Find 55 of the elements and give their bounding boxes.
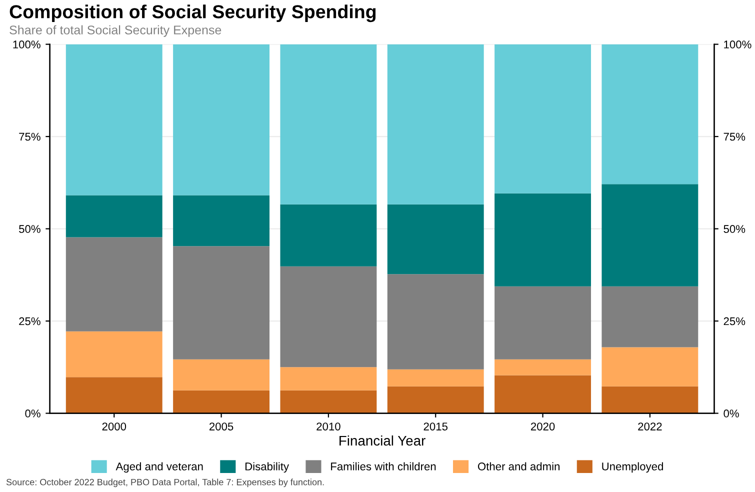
- bar: [602, 44, 698, 184]
- y2-tick-label: 0%: [724, 410, 739, 418]
- bar: [280, 266, 377, 368]
- y-tick-label: 50%: [19, 225, 40, 233]
- bar: [387, 274, 484, 370]
- bar: [173, 195, 270, 246]
- x-axis-title: Financial Year: [340, 435, 426, 446]
- bar: [387, 44, 484, 204]
- x-tick-label: 2022: [638, 422, 662, 430]
- bar: [173, 359, 270, 390]
- bar: [66, 331, 162, 378]
- bar: [602, 184, 698, 286]
- bar: [602, 386, 698, 414]
- bar: [280, 44, 377, 204]
- chart-title: Composition of Social Security Spending: [10, 4, 376, 22]
- legend-label: Families with children: [331, 462, 436, 470]
- y2-tick-label: 25%: [724, 317, 746, 326]
- bar: [494, 359, 591, 376]
- source-note: Source: October 2022 Budget, PBO Data Portal, Table 7: Expenses by function.: [6, 478, 324, 488]
- bar: [387, 386, 484, 414]
- bar: [602, 286, 698, 348]
- bar: [173, 44, 270, 196]
- bar: [280, 367, 377, 390]
- bar: [66, 44, 162, 196]
- x-tick-label: 2020: [530, 422, 555, 430]
- bar: [66, 237, 162, 332]
- legend-label: Other and admin: [478, 462, 560, 470]
- legend-label: Unemployed: [602, 462, 663, 473]
- bar: [66, 195, 162, 238]
- bar: [602, 347, 698, 386]
- bar: [387, 369, 484, 386]
- bar: [173, 390, 270, 414]
- y-tick-label: 25%: [19, 317, 40, 326]
- chart-subtitle: Share of total Social Security Expense: [10, 25, 222, 37]
- y-tick-label: 75%: [19, 132, 40, 141]
- x-tick-label: 2015: [424, 422, 448, 430]
- y2-tick-label: 50%: [724, 225, 746, 233]
- legend-label: Disability: [245, 462, 290, 473]
- x-tick-label: 2010: [316, 422, 340, 430]
- x-tick-label: 2000: [102, 422, 126, 430]
- y-tick-label: 0%: [25, 410, 40, 418]
- bar: [494, 44, 591, 194]
- legend-label: Aged and veteran: [116, 462, 203, 473]
- bar: [494, 375, 591, 414]
- bar: [173, 246, 270, 360]
- x-tick-label: 2005: [209, 422, 234, 430]
- bar: [494, 286, 591, 360]
- y2-tick-label: 75%: [724, 132, 746, 141]
- bar: [387, 204, 484, 274]
- bar: [280, 390, 377, 414]
- y2-tick-label: 100%: [724, 40, 752, 48]
- y-tick-label: 100%: [13, 40, 40, 48]
- bar: [494, 193, 591, 286]
- bar: [66, 377, 162, 414]
- bar: [280, 204, 377, 266]
